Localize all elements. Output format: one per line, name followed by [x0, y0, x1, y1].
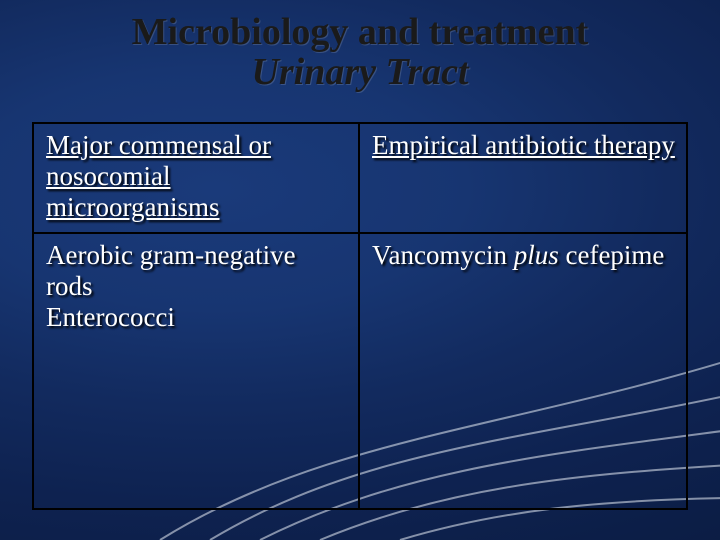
table-row: Aerobic gram-negative rods Enterococci V… — [34, 234, 686, 508]
therapy-post: cefepime — [559, 240, 665, 270]
table-cell-therapy: Vancomycin plus cefepime — [360, 234, 686, 508]
table-header-cell-2: Empirical antibiotic therapy — [360, 124, 686, 232]
title-line-1: Microbiology and treatment — [0, 10, 720, 54]
table-header-cell-1: Major commensal or nosocomial microorgan… — [34, 124, 360, 232]
therapy-plus: plus — [514, 240, 559, 270]
title-line-2: Urinary Tract — [0, 50, 720, 94]
table-cell-organisms: Aerobic gram-negative rods Enterococci — [34, 234, 360, 508]
table-header-row: Major commensal or nosocomial microorgan… — [34, 124, 686, 234]
therapy-pre: Vancomycin — [372, 240, 514, 270]
header-text-1: Major commensal or nosocomial microorgan… — [46, 130, 271, 222]
slide-title: Microbiology and treatment Urinary Tract — [0, 10, 720, 94]
organism-line-2: Enterococci — [46, 302, 348, 333]
header-text-2: Empirical antibiotic therapy — [372, 130, 675, 160]
content-table: Major commensal or nosocomial microorgan… — [32, 122, 688, 510]
organism-line-1: Aerobic gram-negative rods — [46, 240, 348, 302]
